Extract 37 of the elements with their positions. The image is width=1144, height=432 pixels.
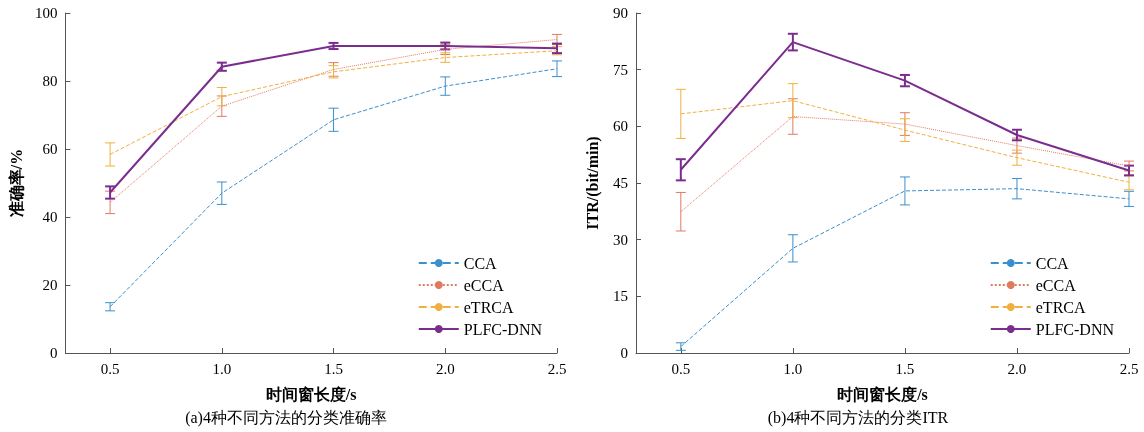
y-tick-label: 0 xyxy=(49,345,58,361)
y-axis-title: 准确率/% xyxy=(6,148,25,218)
y-tick-label: 75 xyxy=(613,61,628,78)
x-tick-label: 2.5 xyxy=(547,360,567,377)
x-tick-label: 0.5 xyxy=(671,360,691,377)
legend-label: CCA xyxy=(463,254,498,272)
legend-label: eTRCA xyxy=(463,298,514,316)
x-tick-label: 0.5 xyxy=(100,360,120,377)
y-axis-title: ITR/(bit/min) xyxy=(583,136,602,230)
legend-label: eTRCA xyxy=(1035,298,1086,316)
x-tick-label: 2.0 xyxy=(435,360,455,377)
x-tick-label: 1.5 xyxy=(324,360,343,377)
y-tick-label: 20 xyxy=(42,277,58,293)
legend-label: CCA xyxy=(1035,254,1070,272)
y-tick-label: 45 xyxy=(613,175,628,191)
y-tick-label: 15 xyxy=(613,288,628,305)
y-tick-label: 40 xyxy=(42,209,58,225)
y-tick-label: 90 xyxy=(613,5,628,21)
y-tick-label: 0 xyxy=(620,345,628,361)
x-tick-label: 1.0 xyxy=(212,360,232,377)
legend-label: eCCA xyxy=(463,276,505,294)
legend-label: eCCA xyxy=(1035,276,1077,294)
x-axis-title: 时间窗长度/s xyxy=(837,384,928,403)
text: (b)4种不同方法的分类ITR xyxy=(767,408,949,427)
x-axis-title: 时间窗长度/s xyxy=(265,384,357,403)
y-tick-label: 100 xyxy=(34,5,58,21)
x-tick-label: 2.5 xyxy=(1119,360,1139,377)
legend-label: PLFC-DNN xyxy=(463,320,543,338)
text: (a)4种不同方法的分类准确率 xyxy=(185,408,387,427)
y-tick-label: 60 xyxy=(42,141,58,157)
y-tick-label: 30 xyxy=(613,231,628,248)
x-tick-label: 2.0 xyxy=(1007,360,1027,377)
x-tick-label: 1.0 xyxy=(783,360,803,377)
y-tick-label: 60 xyxy=(613,118,628,135)
x-tick-label: 1.5 xyxy=(895,360,915,377)
y-tick-label: 80 xyxy=(42,73,58,89)
legend-label: PLFC-DNN xyxy=(1035,320,1115,338)
